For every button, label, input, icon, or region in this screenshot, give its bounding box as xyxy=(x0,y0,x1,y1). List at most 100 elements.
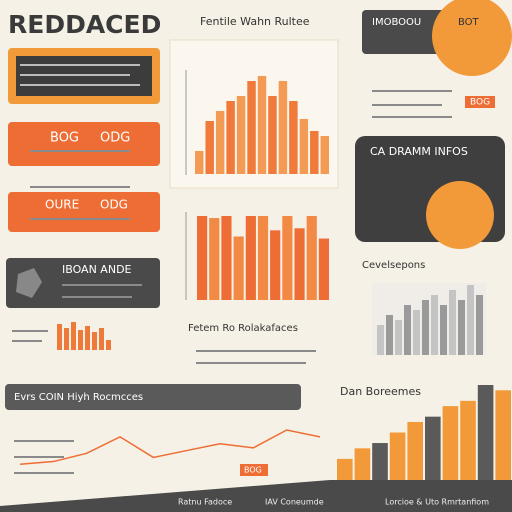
tag xyxy=(465,96,495,108)
text-line xyxy=(14,472,74,474)
bar xyxy=(197,216,208,300)
text-line xyxy=(12,330,48,332)
footer-text: Lorcioe & Uto Rmrtanfiom xyxy=(385,498,489,507)
bar xyxy=(354,448,371,480)
bar xyxy=(449,290,456,355)
bar xyxy=(257,216,269,300)
footer-text: IAV Coneumde xyxy=(265,498,324,507)
bar xyxy=(476,295,483,355)
panel xyxy=(8,192,160,232)
line-series xyxy=(19,429,321,466)
bar xyxy=(226,101,235,174)
bar xyxy=(209,218,220,300)
bar xyxy=(299,119,309,174)
bar xyxy=(413,310,420,355)
bar xyxy=(440,305,447,355)
panel xyxy=(6,258,160,308)
panel-text: BOG xyxy=(50,131,79,146)
bar xyxy=(236,96,246,174)
text-line xyxy=(196,350,316,352)
text-line xyxy=(30,218,130,220)
bar xyxy=(257,76,267,174)
text-line xyxy=(20,74,130,76)
tag xyxy=(240,464,268,476)
bar xyxy=(245,216,256,300)
bar xyxy=(389,432,406,480)
bar xyxy=(306,216,317,300)
bar xyxy=(442,406,459,480)
circle xyxy=(426,181,494,249)
panel-text: ODG xyxy=(100,131,130,146)
bar xyxy=(422,300,429,355)
circle xyxy=(432,0,512,76)
icon xyxy=(16,268,42,298)
text-line xyxy=(372,104,442,106)
text-line xyxy=(20,64,140,66)
bar xyxy=(205,121,214,174)
bar xyxy=(407,421,423,480)
bar xyxy=(495,390,511,480)
panel-text: IMOBOOU xyxy=(372,17,421,28)
text-line xyxy=(14,456,64,458)
bar xyxy=(106,340,111,350)
bar xyxy=(221,216,232,300)
footer-band xyxy=(0,480,512,512)
bar xyxy=(278,81,288,174)
bar xyxy=(460,400,476,480)
bar xyxy=(318,238,329,300)
bar xyxy=(57,324,62,350)
panel xyxy=(8,122,160,166)
bar xyxy=(215,111,225,174)
bar xyxy=(386,315,393,355)
bar xyxy=(99,328,104,350)
chart-title: Fentile Wahn Rultee xyxy=(200,15,310,28)
text-line xyxy=(62,284,142,286)
banner-text: Evrs COIN Hiyh Rocmcces xyxy=(14,392,143,403)
text-line xyxy=(30,186,130,188)
bar xyxy=(477,385,494,480)
bar xyxy=(78,330,83,350)
bar xyxy=(71,322,76,350)
bar xyxy=(310,131,319,174)
bar xyxy=(294,228,305,300)
bar xyxy=(372,443,388,480)
text-line xyxy=(372,116,452,118)
panel-text: CA DRAMM INFOS xyxy=(370,145,468,158)
bar xyxy=(425,416,441,480)
text-line xyxy=(372,90,452,92)
bar xyxy=(467,285,474,355)
panel-text: ODG xyxy=(100,198,128,212)
bar xyxy=(92,332,97,350)
bar xyxy=(431,295,438,355)
title: REDDACED xyxy=(8,10,161,39)
bar xyxy=(458,300,465,355)
bar xyxy=(233,236,244,300)
panel-text: OURE xyxy=(45,198,79,212)
bar xyxy=(395,320,402,355)
text-line xyxy=(20,84,140,86)
text-line xyxy=(12,340,42,342)
text-line xyxy=(62,296,132,298)
bar xyxy=(282,216,293,300)
text-line xyxy=(30,150,130,152)
text-line xyxy=(14,440,74,442)
heading: Fetem Ro Rolakafaces xyxy=(188,323,298,334)
heading: Dan Boreemes xyxy=(340,385,421,398)
bar xyxy=(270,230,281,300)
heading: Cevelsepons xyxy=(362,260,425,271)
text-line xyxy=(196,362,306,364)
bar xyxy=(64,328,69,350)
bar xyxy=(289,101,298,174)
bar xyxy=(337,458,353,480)
footer-text: Ratnu Fadoce xyxy=(178,498,232,507)
bar xyxy=(85,326,90,350)
bar xyxy=(247,81,256,174)
panel-text: IBOAN ANDE xyxy=(62,263,132,276)
bar xyxy=(320,136,329,174)
bar xyxy=(377,325,384,355)
bar xyxy=(404,305,411,355)
bar xyxy=(268,96,277,174)
banner xyxy=(5,384,301,410)
bar xyxy=(195,151,204,174)
